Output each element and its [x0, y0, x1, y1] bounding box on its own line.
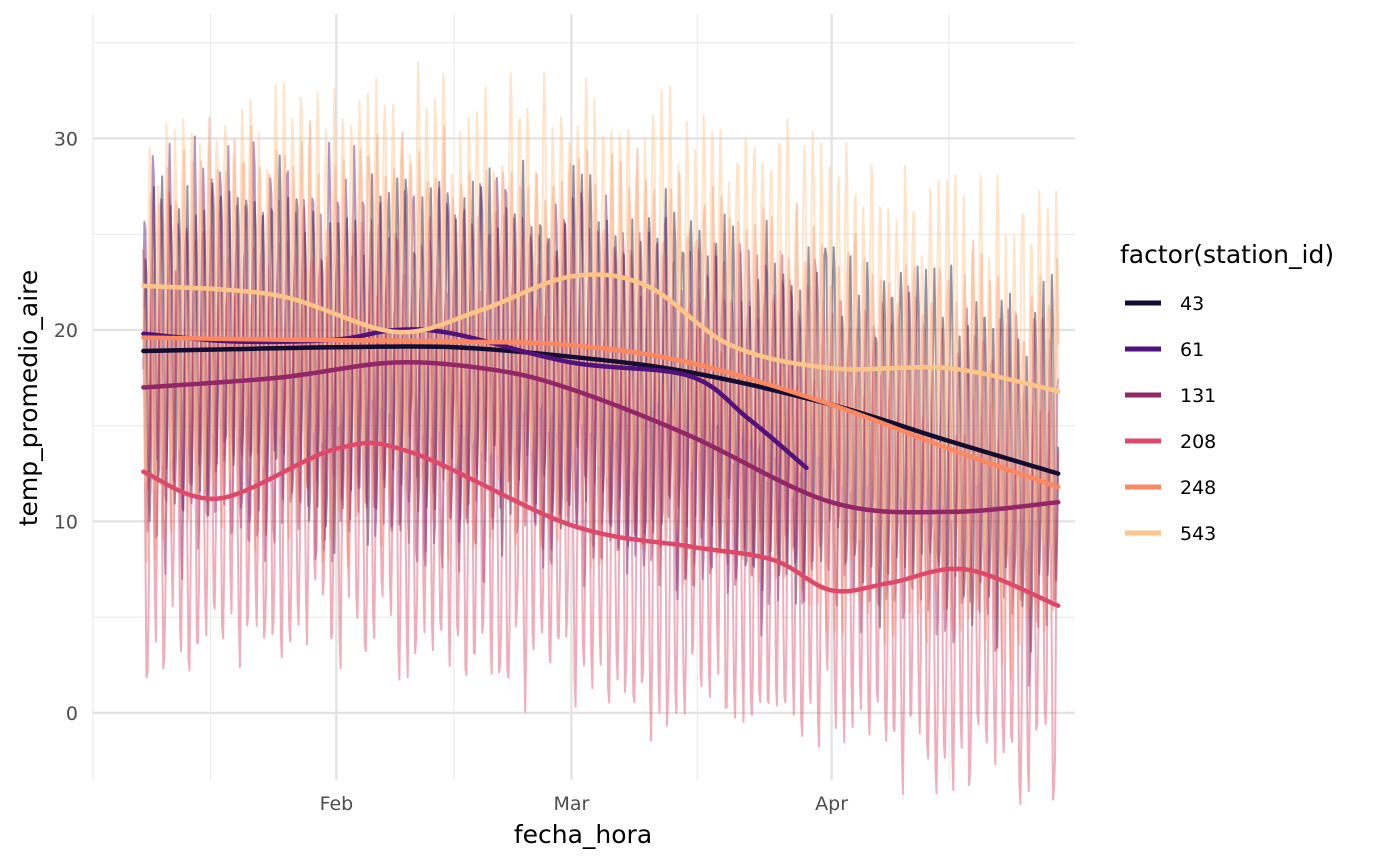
- raw-series-line-248: [142, 117, 1060, 681]
- legend-title: factor(station_id): [1120, 240, 1334, 269]
- raw-series-line-43: [142, 154, 1060, 653]
- smooth-series-layer: [141, 272, 1061, 608]
- smooth-series-line-61: [141, 327, 809, 471]
- raw-series-line-543: [142, 61, 1060, 601]
- x-tick-label: Mar: [553, 793, 589, 815]
- raw-series-layer: [142, 61, 1060, 806]
- grid: [92, 14, 1075, 780]
- x-tick-label: Feb: [320, 793, 354, 815]
- y-tick-label: 20: [54, 320, 78, 342]
- smooth-series-line-43: [141, 344, 1061, 476]
- smooth-series-line-208: [141, 440, 1061, 608]
- y-axis-title: temp_promedio_aire: [14, 270, 43, 527]
- smooth-series-line-543: [141, 272, 1061, 394]
- legend-label-131: 131: [1180, 385, 1216, 407]
- tick-labels: 0 10 20 30 Feb Mar Apr: [54, 128, 848, 815]
- legend-label-248: 248: [1180, 477, 1216, 499]
- y-tick-label: 30: [54, 128, 78, 150]
- raw-series-line-208: [142, 238, 1060, 806]
- raw-series-line-131: [142, 190, 1060, 687]
- smooth-series-line-131: [141, 360, 1061, 515]
- legend-label-208: 208: [1180, 431, 1216, 453]
- smooth-series-line-248: [141, 335, 1061, 490]
- legend-label-543: 543: [1180, 523, 1216, 545]
- y-tick-label: 10: [54, 511, 78, 533]
- y-tick-label: 0: [66, 703, 78, 725]
- x-axis-title: fecha_hora: [514, 820, 652, 849]
- x-tick-label: Apr: [815, 793, 848, 815]
- legend-label-61: 61: [1180, 339, 1204, 361]
- legend-items: 43 61 131 208 248 543: [1125, 293, 1216, 545]
- raw-series-line-61: [142, 135, 808, 637]
- legend: factor(station_id) 43 61 131 208 248 543: [1120, 240, 1334, 545]
- legend-label-43: 43: [1180, 293, 1204, 315]
